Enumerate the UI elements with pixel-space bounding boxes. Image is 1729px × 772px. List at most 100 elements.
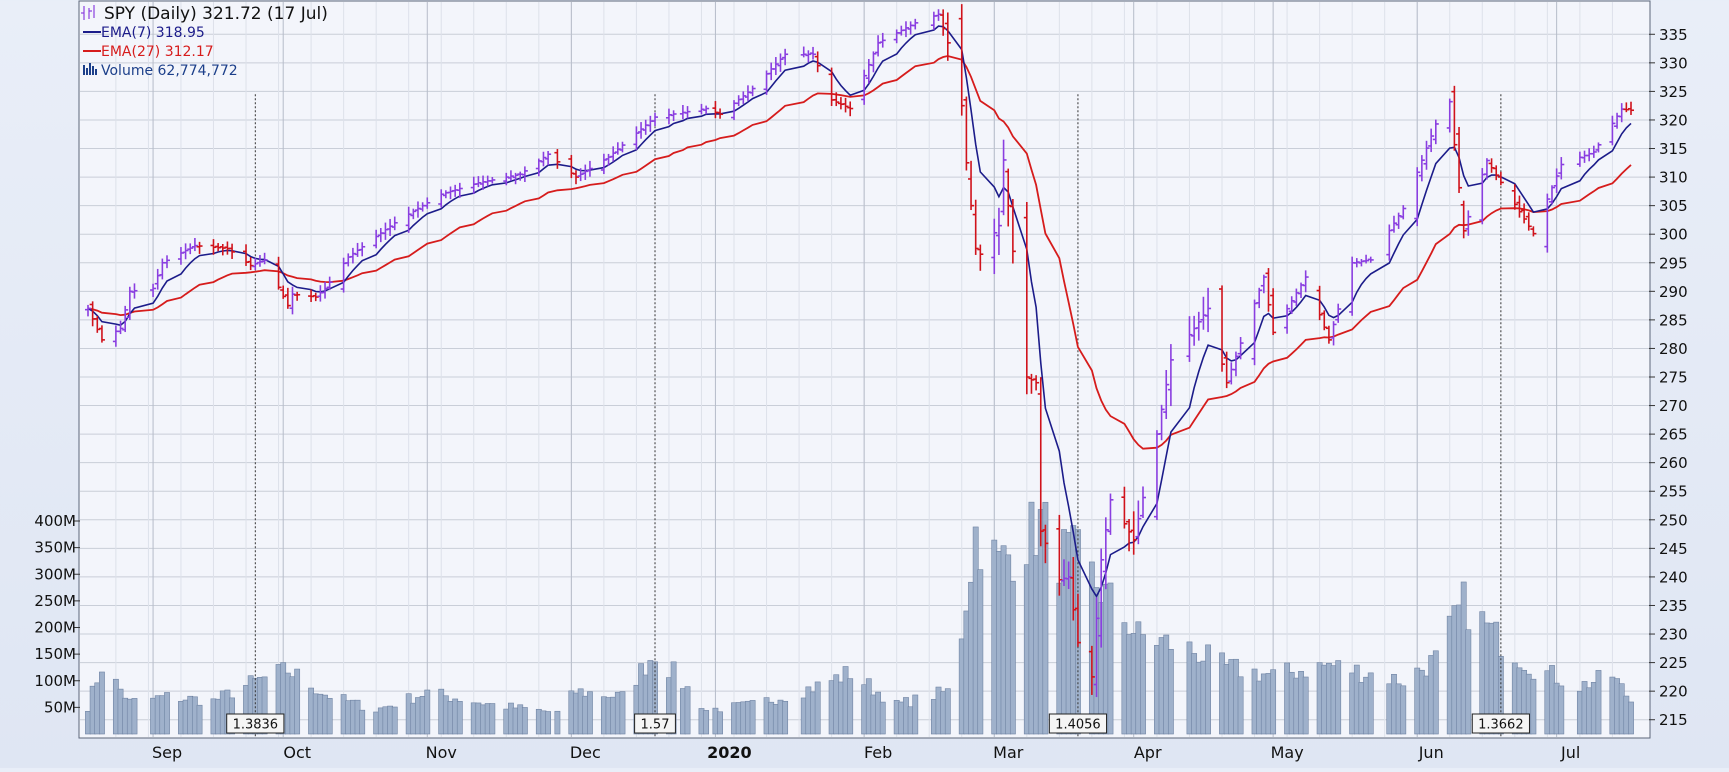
ohlc-bar [614, 142, 621, 155]
date-label: Apr [1134, 743, 1162, 762]
ohlc-bar [215, 243, 222, 252]
volume-bar [164, 692, 170, 735]
ohlc-bar [1400, 205, 1407, 220]
ohlc-bar [521, 166, 528, 182]
ohlc-bar [652, 112, 659, 127]
volume-bar [749, 700, 756, 735]
volume-bar [587, 691, 593, 735]
ohlc-bar [182, 243, 189, 260]
ohlc-bar [512, 172, 519, 185]
ohlc-bar [1428, 128, 1435, 153]
volume-bar [814, 681, 821, 735]
ohlc-bar [1525, 212, 1532, 231]
volume-bar [1432, 650, 1439, 735]
volume-bar [1367, 672, 1374, 735]
volume-axis: 50M 100M 150M 200M 250M 300M 350M 400M [34, 512, 80, 716]
volume-bar [782, 700, 789, 735]
legend-ema-slow: EMA(27) 312.17 [101, 44, 214, 60]
ohlc-bar [1265, 268, 1272, 312]
ohlc-bar [1493, 165, 1500, 181]
legend-price: SPY (Daily) 321.72 (17 Jul) [104, 4, 328, 24]
annotation-label: 1.4056 [1055, 718, 1101, 733]
ohlc-bar [554, 149, 561, 169]
ohlc-bar [284, 287, 291, 309]
ohlc-bar [1423, 140, 1430, 170]
ohlc-bar [1135, 500, 1142, 545]
ohlc-bar [489, 176, 496, 184]
price-tick-label: 235 [1659, 597, 1688, 615]
ohlc-bar [1009, 198, 1016, 264]
ohlc-bar [359, 242, 366, 257]
ohlc-bar [117, 320, 124, 335]
ohlc-bar [405, 206, 412, 233]
ohlc-bar [800, 46, 807, 58]
volume-bar [1400, 685, 1407, 735]
price-tick-label: 225 [1659, 654, 1688, 672]
ohlc-bar [1288, 296, 1295, 315]
price-tick-label: 325 [1659, 83, 1688, 101]
ohlc-bar [1232, 351, 1239, 377]
ohlc-bar [438, 189, 445, 208]
ohlc-bar [1074, 593, 1081, 647]
volume-bar [391, 706, 398, 735]
price-tick-label: 280 [1659, 340, 1688, 358]
volume-bar [294, 668, 301, 735]
ohlc-bar [1451, 85, 1458, 151]
ohlc-bar [1205, 287, 1212, 333]
ohlc-bar [1121, 486, 1128, 529]
ohlc-bar [1390, 215, 1397, 233]
price-bars [85, 4, 1634, 698]
price-legend-icon [81, 5, 95, 20]
legend: SPY (Daily) 321.72 (17 Jul) EMA(7) 318.9… [81, 4, 328, 79]
ohlc-bar [1256, 287, 1263, 309]
ohlc-bar [424, 197, 431, 209]
ohlc-bar [972, 199, 979, 255]
ohlc-bar [958, 4, 965, 116]
ohlc-bar [670, 110, 677, 121]
ohlc-bar [540, 151, 547, 167]
ohlc-bar [1316, 285, 1323, 321]
date-label: Nov [426, 743, 457, 762]
ohlc-bar [387, 218, 394, 236]
ohlc-bar [1302, 270, 1309, 293]
ohlc-bar [219, 243, 226, 256]
ohlc-bar [777, 53, 784, 72]
volume-bar [424, 689, 431, 735]
ohlc-bar [475, 176, 482, 188]
volume-bar [652, 661, 658, 735]
ohlc-bar [749, 85, 756, 97]
ohlc-bar [1628, 101, 1634, 115]
ohlc-bar [98, 325, 105, 343]
ohlc-bar [1223, 351, 1230, 389]
date-label: Feb [864, 743, 892, 762]
volume-bar [717, 711, 723, 735]
price-tick-label: 335 [1659, 26, 1688, 44]
volume-bars [85, 501, 1634, 735]
annotation-labels: 1.3836 1.57 1.4056 1.3662 [226, 713, 1530, 734]
ohlc-bar [322, 281, 329, 299]
ohlc-bar [1163, 369, 1170, 420]
ohlc-bar [391, 216, 398, 231]
ohlc-bar [1186, 316, 1193, 362]
annotation-box [1048, 713, 1108, 734]
volume-bar [1237, 676, 1244, 735]
date-label: 2020 [707, 743, 752, 762]
ohlc-bar [912, 18, 919, 30]
ohlc-bar [1167, 344, 1174, 407]
ohlc-bar [1497, 171, 1504, 186]
ohlc-bar [191, 237, 198, 252]
price-tick-label: 320 [1659, 111, 1688, 129]
ohlc-bar [1432, 119, 1439, 145]
date-axis: Sep Oct Nov Dec 2020 Feb Mar Apr May Jun Jul [152, 743, 1580, 762]
volume-bar [684, 686, 691, 735]
volume-bar [1558, 685, 1565, 735]
ohlc-bar [619, 141, 626, 153]
ohlc-bar [1465, 210, 1472, 236]
ohlc-bar [600, 153, 607, 175]
volume-bar [1205, 644, 1211, 735]
price-tick-label: 315 [1659, 140, 1688, 158]
volume-bar [1302, 676, 1309, 735]
ohlc-bar [1483, 158, 1490, 180]
ohlc-bar [610, 146, 617, 162]
